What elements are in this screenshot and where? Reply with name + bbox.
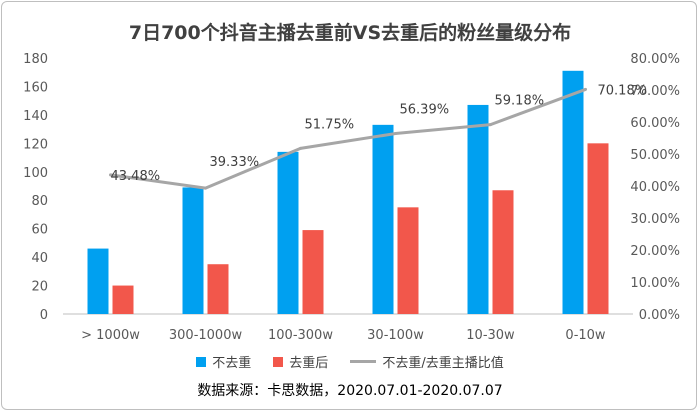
y-right-tick-label: 50.00% — [630, 148, 680, 163]
ratio-data-label: 70.18% — [598, 83, 648, 98]
ratio-data-label: 43.48% — [111, 169, 161, 184]
bar-1 — [372, 124, 394, 314]
y-right-tick-label: 80.00% — [630, 52, 680, 67]
y-right-tick-label: 10.00% — [630, 276, 680, 291]
y-left-tick-label: 0 — [40, 308, 48, 323]
ratio-data-label: 59.18% — [495, 94, 545, 109]
y-left-tick-label: 120 — [23, 137, 48, 152]
x-tick-label: > 1000w — [81, 328, 140, 343]
bar-2 — [302, 230, 324, 314]
ratio-data-label: 39.33% — [210, 155, 260, 170]
ratio-point — [299, 146, 302, 150]
y-right-tick-label: 0.00% — [639, 308, 680, 323]
bar-1 — [87, 248, 109, 314]
bar-1 — [277, 151, 299, 314]
bar-2 — [207, 264, 229, 314]
bar-1 — [182, 187, 204, 314]
bar-2 — [492, 190, 514, 314]
ratio-point — [109, 173, 112, 177]
chart-legend: 不去重 去重后 不去重/去重主播比值 — [0, 352, 700, 371]
y-left-tick-label: 100 — [23, 166, 48, 181]
legend-swatch-bar-2 — [273, 356, 284, 367]
x-tick-label: 100-300w — [268, 328, 333, 343]
legend-item-bar-1: 不去重 — [196, 352, 251, 371]
chart-title: 7日700个抖音主播去重前VS去重后的粉丝量级分布 — [128, 22, 572, 44]
y-left-tick-label: 40 — [31, 251, 48, 266]
legend-swatch-line — [350, 360, 377, 363]
y-right-tick-label: 40.00% — [630, 180, 680, 195]
legend-label-line: 不去重/去重主播比值 — [382, 356, 504, 371]
ratio-point — [584, 87, 587, 91]
ratio-point — [394, 132, 397, 136]
bar-2 — [397, 207, 419, 314]
y-right-tick-label: 70.00% — [630, 84, 680, 99]
y-right-tick-label: 20.00% — [630, 244, 680, 259]
ratio-line — [110, 88, 587, 190]
y-left-tick-label: 80 — [31, 194, 48, 209]
bar-2 — [587, 143, 609, 314]
y-left-tick-label: 20 — [31, 280, 48, 295]
legend-swatch-bar-1 — [196, 356, 207, 367]
source-note: 数据来源：卡思数据，2020.07.01-2020.07.07 — [197, 383, 503, 399]
y-left-tick-label: 60 — [31, 223, 48, 238]
legend-item-line: 不去重/去重主播比值 — [350, 352, 504, 371]
bar-2 — [112, 285, 134, 314]
y-right-tick-label: 30.00% — [630, 212, 680, 227]
ratio-data-label: 56.39% — [400, 103, 450, 118]
legend-label-bar-1: 不去重 — [212, 356, 252, 371]
y-left-tick-label: 160 — [23, 80, 48, 95]
y-right-tick-label: 60.00% — [630, 116, 680, 131]
x-tick-label: 0-10w — [565, 328, 606, 343]
x-tick-label: 30-100w — [367, 328, 424, 343]
legend-item-bar-2: 去重后 — [273, 352, 328, 371]
x-tick-label: 10-30w — [466, 328, 515, 343]
bar-1 — [467, 104, 489, 314]
ratio-point — [204, 186, 207, 190]
y-left-tick-label: 180 — [23, 52, 48, 67]
legend-label-bar-2: 去重后 — [289, 356, 329, 371]
bar-1 — [562, 70, 584, 314]
ratio-data-label: 51.75% — [305, 117, 355, 132]
ratio-point — [489, 123, 492, 127]
y-left-tick-label: 140 — [23, 109, 48, 124]
x-tick-label: 300-1000w — [169, 328, 243, 343]
